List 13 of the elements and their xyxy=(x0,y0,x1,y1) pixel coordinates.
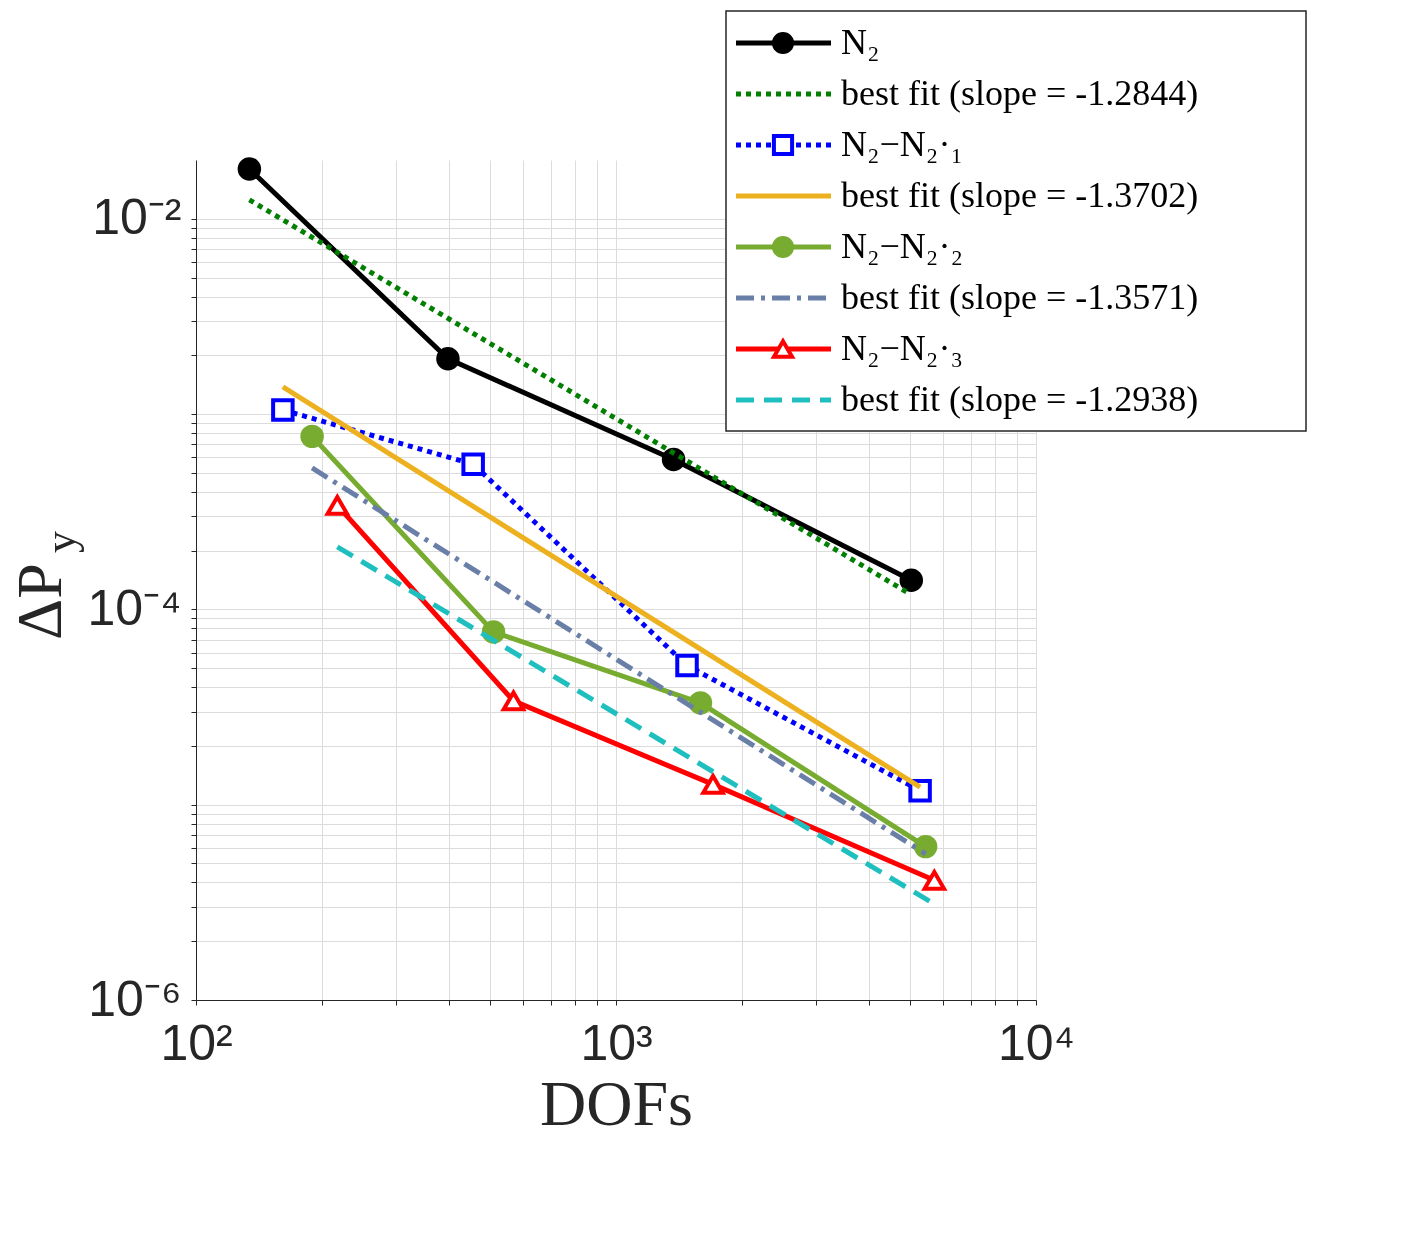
x-tick-label: 10² xyxy=(160,1014,233,1071)
x-tick-label: 10⁴ xyxy=(997,1014,1076,1071)
y-tick-label: 10⁻⁴ xyxy=(87,579,182,636)
legend-label: N₂ xyxy=(841,22,880,62)
legend-label: N₂−N₂·₁ xyxy=(841,124,963,164)
y-axis-title: ΔPy xyxy=(4,530,85,640)
legend-label: best fit (slope = -1.2844) xyxy=(841,73,1199,113)
y-tick-label: 10⁻² xyxy=(92,189,182,246)
legend-label: best fit (slope = -1.3571) xyxy=(841,277,1199,317)
legend-label: best fit (slope = -1.3702) xyxy=(841,175,1199,215)
legend-label: N₂−N₂·₂ xyxy=(841,226,963,266)
legend-label: best fit (slope = -1.2938) xyxy=(841,379,1199,419)
legend-label: N₂−N₂·₃ xyxy=(841,328,963,368)
